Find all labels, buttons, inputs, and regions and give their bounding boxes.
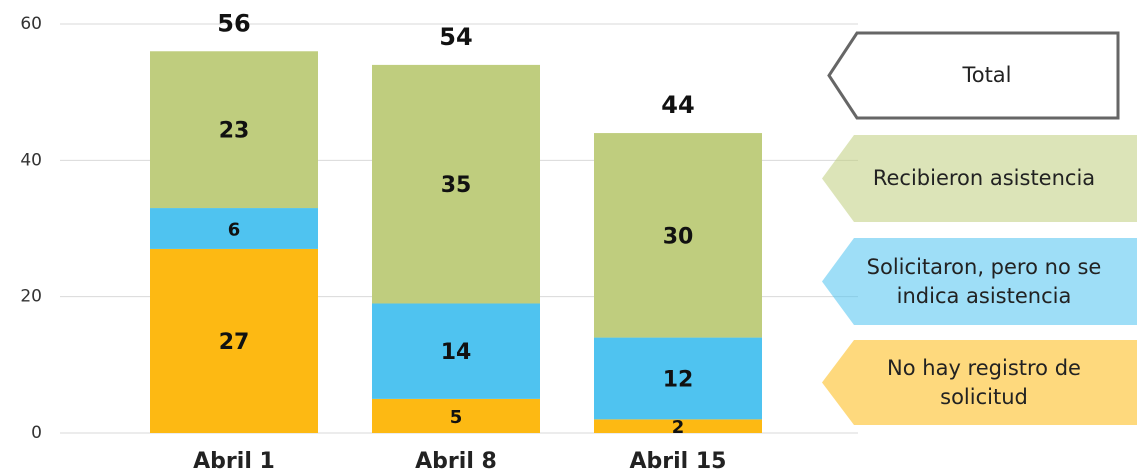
data-label: 6 [228, 220, 241, 241]
data-label: 23 [219, 119, 250, 144]
y-tick-label: 40 [20, 150, 42, 170]
y-tick-label: 0 [31, 423, 42, 443]
bar-segment [372, 303, 540, 399]
data-label: 12 [663, 367, 694, 392]
data-label: 5 [450, 407, 463, 428]
data-label: 30 [663, 224, 694, 249]
legend-swatch [822, 135, 1137, 222]
legend-swatch [822, 238, 1137, 325]
x-tick-label: Abril 1 [193, 449, 275, 474]
total-label: 56 [217, 9, 250, 37]
bar-segment [594, 337, 762, 420]
x-tick-label: Abril 8 [415, 449, 497, 474]
y-tick-label: 60 [20, 14, 42, 34]
legend-swatch [822, 340, 1137, 425]
y-tick-label: 20 [20, 287, 42, 307]
legend-total [827, 31, 1120, 120]
legend-label: No hay registro de solicitud [887, 356, 1081, 409]
total-label: 54 [439, 23, 472, 51]
x-tick-label: Abril 15 [630, 449, 727, 474]
bar-segment [594, 419, 762, 433]
bar-segment [594, 133, 762, 338]
bar-segment [372, 64, 540, 304]
total-label: 44 [661, 91, 694, 119]
legend-label: Total [962, 63, 1012, 88]
legend-label: Solicitaron, pero no se indica asistenci… [866, 255, 1102, 308]
bar-segment [150, 208, 318, 249]
bar-segment [150, 248, 318, 433]
data-label: 35 [441, 173, 472, 198]
data-label: 2 [672, 417, 685, 438]
data-label: 14 [441, 340, 472, 365]
legend-label: Recibieron asistencia [872, 166, 1096, 191]
bar-segment [150, 51, 318, 209]
bar-segment [372, 398, 540, 433]
data-label: 27 [219, 330, 250, 355]
